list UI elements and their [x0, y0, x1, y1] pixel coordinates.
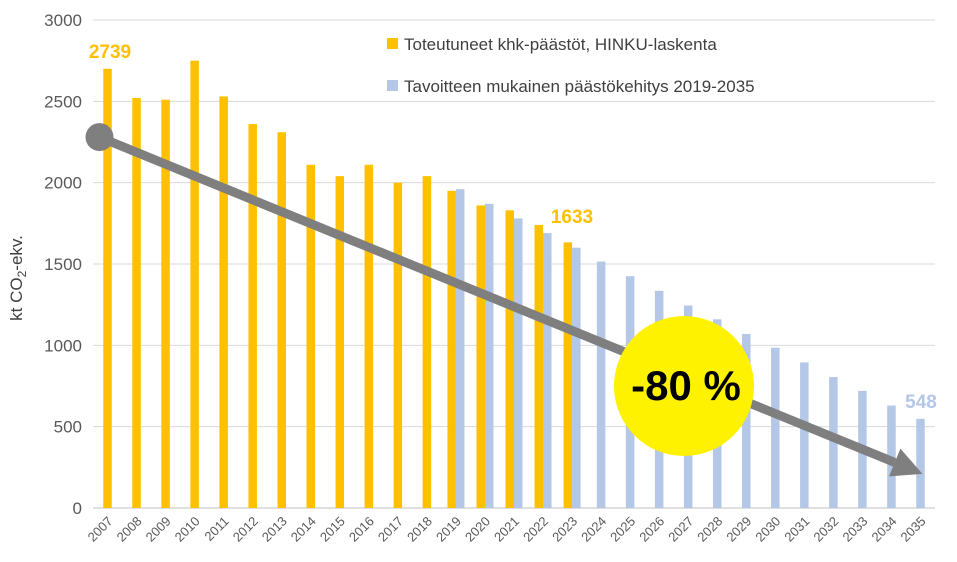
x-tick-label: 2011 [201, 514, 231, 544]
legend-label-target: Tavoitteen mukainen päästökehitys 2019-2… [404, 77, 755, 96]
x-tick-label: 2020 [462, 514, 493, 545]
x-tick-label: 2025 [607, 514, 638, 545]
trend-arrow-start [85, 123, 114, 152]
legend: Toteutuneet khk-päästöt, HINKU-laskenta … [387, 35, 755, 96]
data-label-first: 2739 [89, 42, 131, 63]
bar-target-2020 [484, 203, 494, 508]
data-label-actual-last: 1633 [551, 207, 593, 228]
bar-actual-2016 [364, 164, 374, 509]
bar-target-2029 [742, 333, 751, 508]
y-tick-label: 2500 [44, 92, 82, 111]
reduction-badge-text: -80 % [631, 362, 741, 409]
x-tick-label: 2029 [723, 514, 754, 545]
trend-arrow [85, 123, 923, 477]
x-tick-label: 2017 [375, 514, 406, 545]
x-tick-label: 2019 [433, 514, 464, 545]
x-tick-label: 2018 [404, 514, 435, 545]
bar-actual-2009 [161, 99, 170, 508]
y-tick-label: 0 [73, 499, 82, 518]
bar-actual-2011 [219, 96, 228, 508]
x-tick-label: 2026 [636, 514, 667, 545]
x-tick-label: 2012 [230, 514, 261, 545]
x-tick-label: 2034 [869, 514, 900, 545]
x-tick-label: 2022 [520, 514, 551, 545]
bar-target-2031 [800, 362, 809, 508]
bar-actual-2015 [335, 176, 345, 508]
bar-actual-2022 [534, 224, 544, 508]
bar-actual-2021 [505, 210, 514, 508]
legend-swatch-target [387, 80, 398, 91]
x-tick-label: 2013 [259, 514, 290, 545]
x-axis-ticks: 2007200820092010201120122013201420152016… [85, 514, 929, 545]
data-label-target-last: 548 [905, 392, 937, 413]
bar-target-2023 [572, 247, 581, 508]
x-tick-label: 2028 [694, 514, 725, 545]
bar-actual-2013 [277, 132, 286, 509]
x-tick-label: 2016 [346, 514, 377, 545]
bar-actual-2017 [393, 182, 403, 508]
bar-actual-2019 [447, 190, 456, 509]
x-tick-label: 2030 [752, 514, 783, 545]
bar-actual-2008 [132, 98, 141, 508]
bar-target-2032 [829, 377, 838, 508]
trend-arrow-head [889, 448, 923, 477]
bar-actual-2023 [563, 242, 573, 508]
bars [103, 60, 925, 509]
x-tick-label: 2014 [288, 514, 319, 545]
y-tick-label: 500 [54, 418, 82, 437]
x-tick-label: 2007 [85, 514, 116, 545]
x-tick-label: 2024 [578, 514, 609, 545]
bar-target-2019 [455, 189, 465, 508]
bar-target-2035 [916, 418, 925, 508]
reduction-badge [614, 316, 754, 456]
x-tick-label: 2010 [172, 514, 203, 545]
bar-target-2030 [771, 347, 780, 508]
y-tick-label: 1500 [44, 255, 82, 274]
x-tick-label: 2021 [491, 514, 522, 545]
bar-actual-2018 [422, 176, 432, 508]
trend-arrow-shaft [97, 132, 897, 467]
x-tick-label: 2027 [665, 514, 696, 545]
y-tick-label: 1000 [44, 336, 82, 355]
bar-target-2022 [543, 233, 552, 509]
y-axis-label: kt CO2-ekv. [7, 235, 29, 321]
bar-actual-2010 [190, 60, 199, 509]
y-axis-ticks: 0 500 1000 1500 2000 2500 3000 [44, 11, 82, 518]
legend-label-actual: Toteutuneet khk-päästöt, HINKU-laskenta [404, 35, 717, 54]
bar-actual-2007 [103, 68, 112, 509]
bar-actual-2014 [306, 164, 316, 509]
x-tick-label: 2023 [549, 514, 580, 545]
bar-actual-2012 [248, 124, 257, 509]
legend-swatch-actual [387, 38, 398, 49]
y-tick-label: 3000 [44, 11, 82, 30]
bar-target-2021 [514, 218, 523, 508]
x-tick-label: 2015 [317, 514, 348, 545]
x-tick-label: 2032 [810, 514, 841, 545]
bar-target-2024 [596, 261, 606, 508]
x-tick-label: 2035 [898, 514, 929, 545]
x-tick-label: 2033 [839, 514, 870, 545]
x-tick-label: 2031 [781, 514, 812, 545]
x-tick-label: 2009 [143, 514, 174, 545]
x-tick-label: 2008 [114, 514, 145, 545]
y-tick-label: 2000 [44, 174, 82, 193]
bar-actual-2020 [476, 205, 485, 508]
